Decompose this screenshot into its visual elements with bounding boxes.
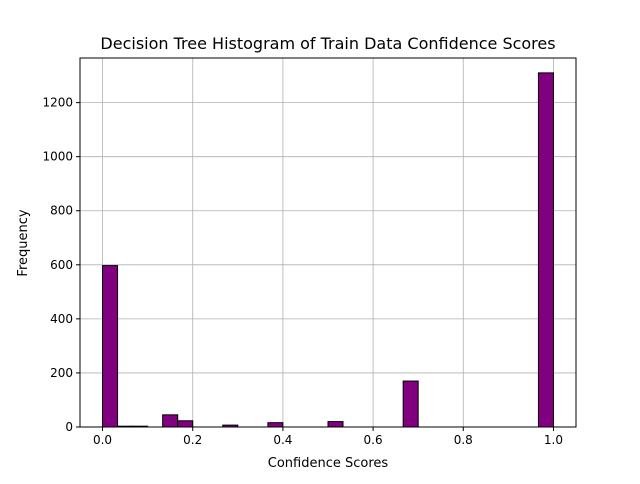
histogram-bar-15	[327, 421, 344, 428]
histogram-bar-5	[177, 420, 194, 428]
x-axis-label: Confidence Scores	[268, 456, 389, 471]
chart-title: Decision Tree Histogram of Train Data Co…	[100, 34, 555, 53]
y-tick-label-1: 200	[50, 366, 73, 380]
x-axis-ticks: 0.0 0.2 0.4 0.6 0.8 1.0	[93, 427, 563, 447]
y-tick-label-3: 600	[50, 258, 73, 272]
x-tick-label-1: 0.2	[183, 433, 202, 447]
x-tick-label-5: 1.0	[544, 433, 563, 447]
histogram-bar-11	[267, 422, 284, 428]
y-tick-label-6: 1200	[42, 96, 73, 110]
y-tick-label-5: 1000	[42, 150, 73, 164]
y-tick-label-4: 800	[50, 204, 73, 218]
x-tick-label-4: 0.8	[454, 433, 473, 447]
histogram-bar-20	[402, 380, 419, 428]
y-axis-ticks: 0 200 400 600 800 1000 1200	[42, 96, 80, 434]
y-tick-label-2: 400	[50, 312, 73, 326]
x-tick-label-3: 0.6	[364, 433, 383, 447]
histogram-bar-29	[537, 72, 554, 428]
x-tick-label-2: 0.4	[273, 433, 292, 447]
y-axis-label: Frequency	[16, 209, 31, 276]
plot-area	[80, 58, 576, 427]
plot-frame	[79, 57, 577, 428]
histogram-bar-0	[102, 265, 119, 428]
x-tick-label-0: 0.0	[93, 433, 112, 447]
histogram-bar-4	[162, 414, 179, 428]
y-tick-label-0: 0	[65, 420, 73, 434]
